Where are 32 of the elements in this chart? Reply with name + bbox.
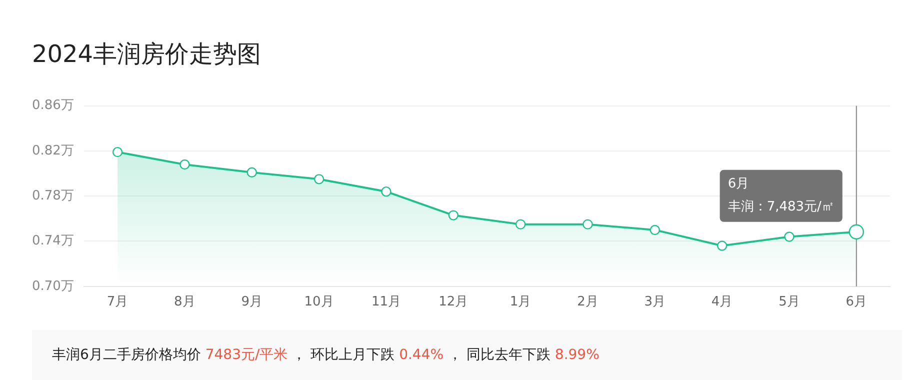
x-tick-label: 5月 bbox=[778, 294, 800, 310]
x-tick-label: 3月 bbox=[644, 294, 666, 310]
x-tick-label: 4月 bbox=[711, 294, 733, 310]
annotation: 丰润：7,483元/㎡ bbox=[728, 199, 834, 214]
y-tick-label: 0.86万 bbox=[32, 98, 74, 114]
x-tick-label: 2月 bbox=[577, 294, 598, 310]
point bbox=[716, 240, 728, 251]
x-tick-label: 1月 bbox=[510, 294, 532, 310]
x-tick-label: 12月 bbox=[438, 294, 468, 310]
x-tick-label: 6月 bbox=[846, 294, 868, 310]
x-tick-label: 11月 bbox=[371, 294, 401, 310]
x-tick-label: 10月 bbox=[304, 294, 334, 310]
x-tick-label: 8月 bbox=[174, 294, 196, 310]
x-tick-label: 9月 bbox=[241, 294, 263, 310]
point bbox=[582, 219, 593, 230]
y-tick-label: 0.82万 bbox=[32, 143, 74, 158]
point bbox=[515, 219, 526, 230]
text: 丰润6月二手房价格均价 7483元/平米 ， 环比上月下跌 0.44% ， 同比去年下跌 8.99% bbox=[52, 347, 600, 363]
x-tick-label: 7月 bbox=[106, 294, 128, 310]
point bbox=[784, 232, 794, 242]
y-tick-label: 0.74万 bbox=[32, 234, 74, 249]
text: 6月 bbox=[728, 176, 750, 192]
point bbox=[246, 167, 257, 178]
point bbox=[448, 210, 458, 220]
y-tick-label: 0.78万 bbox=[32, 188, 74, 204]
chart-title: 2024丰润房价走势图 bbox=[31, 39, 262, 70]
point bbox=[381, 186, 392, 197]
point bbox=[650, 224, 660, 236]
y-tick-label: 0.70万 bbox=[32, 278, 74, 294]
point bbox=[314, 174, 324, 184]
point bbox=[180, 159, 190, 170]
point bbox=[112, 146, 123, 158]
